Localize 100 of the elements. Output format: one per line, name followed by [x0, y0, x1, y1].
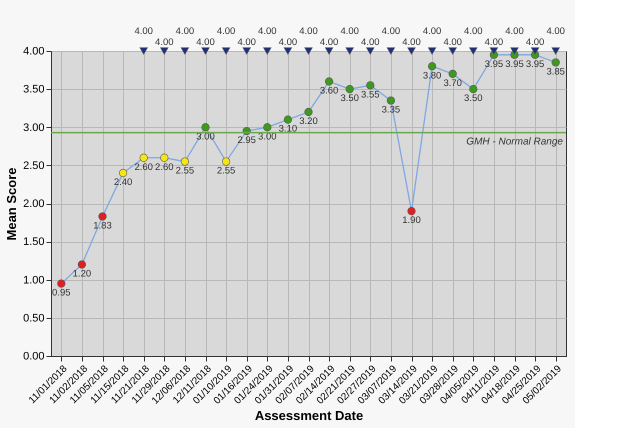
- data-label: 4.00: [155, 37, 174, 48]
- data-label: 3.10: [278, 124, 298, 135]
- point: [284, 47, 292, 55]
- point: [263, 47, 272, 55]
- point: [160, 47, 168, 55]
- point: [284, 116, 292, 124]
- point: [98, 212, 107, 221]
- y-tick-label: 2.00: [23, 198, 44, 210]
- data-label: 2.55: [176, 166, 194, 177]
- data-label: 4.00: [216, 26, 236, 37]
- point: [160, 154, 168, 162]
- x-axis-title: Assessment Date: [254, 408, 364, 423]
- data-label: 3.95: [484, 58, 504, 70]
- point: [304, 108, 313, 116]
- y-tick-label: 0.50: [23, 312, 44, 324]
- data-label: 3.35: [382, 104, 400, 116]
- data-label: 4.00: [526, 37, 544, 48]
- point: [346, 47, 354, 55]
- point: [304, 47, 313, 55]
- data-label: 2.60: [155, 162, 174, 173]
- point: [552, 58, 560, 67]
- point: [428, 62, 436, 70]
- point: [510, 47, 519, 55]
- data-label: 4.00: [546, 26, 565, 37]
- data-label: 1.83: [93, 220, 112, 232]
- data-label: 4.00: [340, 26, 359, 37]
- data-label: 4.00: [361, 37, 380, 48]
- point: [222, 47, 230, 55]
- data-label: 0.95: [52, 288, 71, 299]
- data-label: 4.00: [176, 26, 194, 37]
- data-label: 3.50: [464, 93, 483, 104]
- y-tick-label: 2.50: [23, 160, 44, 172]
- data-label: 4.00: [258, 26, 277, 37]
- point: [57, 279, 66, 288]
- data-label: 3.95: [526, 58, 544, 70]
- point: [222, 157, 230, 166]
- point: [448, 47, 457, 55]
- point: [324, 47, 334, 55]
- point: [490, 47, 498, 55]
- data-label: 4.00: [134, 26, 153, 37]
- data-label: 4.00: [196, 37, 215, 48]
- point: [428, 47, 436, 55]
- data-label: 3.00: [196, 131, 215, 142]
- data-label: 3.80: [422, 70, 442, 82]
- data-label: 2.40: [114, 177, 132, 188]
- data-label: 3.95: [505, 58, 524, 70]
- point: [469, 85, 478, 94]
- data-label: 4.00: [443, 37, 462, 48]
- data-label: 4.00: [505, 26, 524, 37]
- point: [469, 47, 478, 55]
- point: [386, 96, 396, 105]
- data-label: 3.55: [361, 89, 380, 100]
- data-label: 4.00: [320, 37, 338, 48]
- point: [201, 47, 210, 55]
- point: [407, 207, 416, 216]
- data-label: 1.20: [72, 268, 92, 280]
- point: [140, 47, 148, 55]
- data-label: 2.55: [216, 166, 236, 177]
- y-tick-label: 1.00: [23, 274, 44, 286]
- point: [78, 260, 86, 269]
- data-label: 3.20: [299, 116, 318, 127]
- y-tick-label: 1.50: [23, 236, 44, 248]
- data-label: 2.95: [237, 135, 256, 146]
- point: [201, 123, 210, 132]
- data-label: 4.00: [464, 26, 483, 37]
- data-label: 4.00: [382, 26, 400, 37]
- data-label: 4.00: [402, 37, 421, 48]
- point: [366, 81, 374, 90]
- y-axis-title: Mean Score: [4, 168, 20, 240]
- data-label: 3.50: [340, 93, 359, 104]
- y-tick-label: 3.00: [23, 122, 44, 134]
- point: [324, 77, 334, 86]
- ref-line-label: GMH - Normal Range: [466, 136, 564, 148]
- point: [386, 47, 396, 55]
- point: [118, 168, 128, 178]
- point: [242, 47, 251, 55]
- data-label: 3.00: [258, 131, 277, 142]
- data-label: 4.00: [299, 26, 318, 37]
- point: [366, 47, 374, 55]
- data-label: 3.60: [320, 86, 338, 96]
- point: [346, 85, 354, 94]
- data-label: 4.00: [237, 37, 256, 48]
- data-label: 3.85: [546, 66, 565, 78]
- y-tick-label: 4.00: [23, 46, 44, 58]
- point: [552, 47, 560, 55]
- data-label: 2.60: [134, 162, 153, 173]
- data-label: 3.70: [443, 78, 462, 89]
- point: [263, 123, 272, 132]
- data-label: 4.00: [484, 37, 504, 48]
- point: [407, 47, 416, 55]
- point: [448, 70, 457, 78]
- point: [180, 157, 190, 166]
- data-label: 1.90: [402, 215, 421, 226]
- point: [530, 47, 540, 55]
- y-tick-label: 3.50: [23, 84, 44, 96]
- data-label: 4.00: [422, 26, 442, 37]
- y-tick-label: 0.00: [23, 350, 44, 362]
- data-label: 4.00: [278, 37, 298, 48]
- point: [180, 47, 190, 55]
- point: [140, 154, 148, 162]
